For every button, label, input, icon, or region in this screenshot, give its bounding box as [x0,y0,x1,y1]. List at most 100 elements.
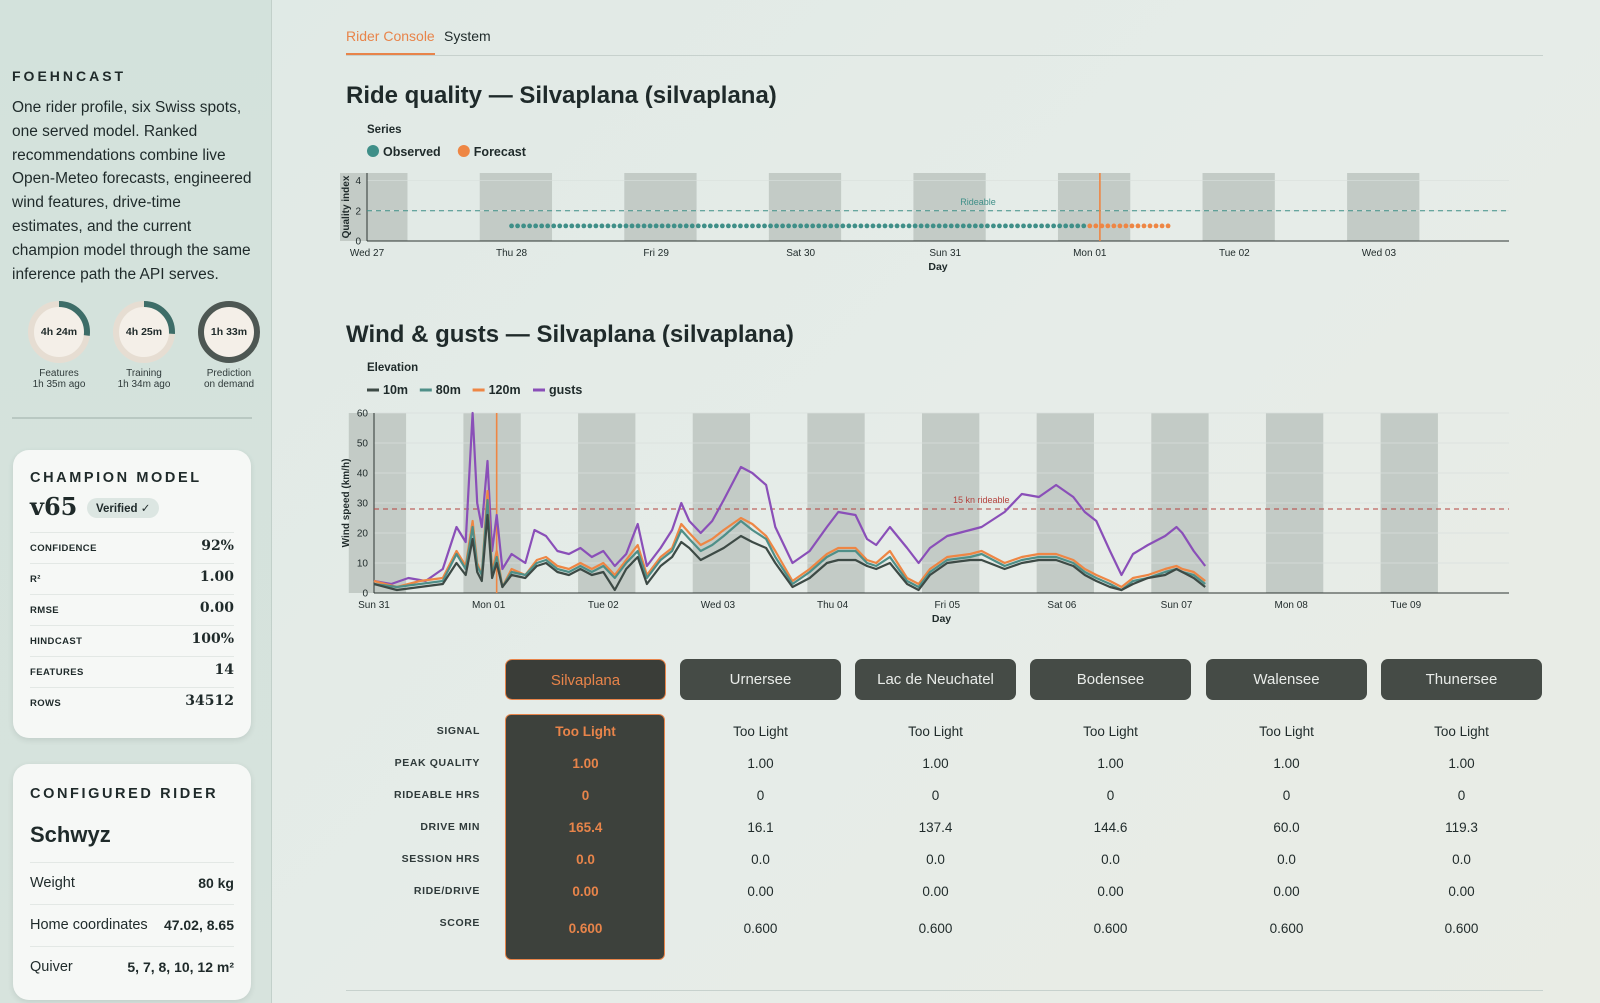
point [1063,223,1069,229]
y-tick-label: 30 [357,499,369,510]
spot-button-urnersee[interactable]: Urnersee [680,659,841,700]
spot-button-walensee[interactable]: Walensee [1206,659,1367,700]
night-band [1202,173,1275,241]
ring-progress [28,301,90,363]
point [707,223,713,229]
wind-chart-title: Wind & gusts — Silvaplana (silvaplana) [346,321,794,348]
tab-system[interactable]: System [444,28,491,44]
chart-body: Elevation 10m 80m 120m gusts 0 10 20 30 40 50 60 Sun… [341,362,1509,625]
metric-value: 1.00 [199,569,234,585]
point [635,223,641,229]
table-cell: 1.00 [747,756,774,771]
x-tick-label: Wed 03 [701,600,736,611]
champion-card-title: CHAMPION MODEL [30,470,202,486]
point [978,223,984,229]
table-cell: 0.00 [1448,884,1475,899]
point [924,223,930,229]
spot-button-thunersee[interactable]: Thunersee [1381,659,1542,700]
table-cell: Too Light [555,724,616,739]
point [1081,223,1087,229]
table-cell: 0.0 [576,852,595,867]
point [786,223,792,229]
y-tick-label: 2 [355,206,361,217]
rider-field-key: Quiver [30,959,73,975]
series-forecast [1087,223,1171,229]
point [744,223,749,229]
point [1153,223,1159,229]
point [719,223,725,229]
table-cell: 0.00 [1273,884,1300,899]
point [936,223,942,229]
point [954,223,960,229]
table-cell: Too Light [1083,724,1138,739]
chart-body: Series Observed Forecast 0 2 4 Wed 27 Thu 28 Fri… [340,124,1509,273]
metric-key: HINDCAST [30,636,83,647]
point [1039,223,1044,229]
training-timer: 4h 25m Training 1h 34m ago [109,300,179,390]
legend-label: gusts [549,383,582,397]
y-axis-label: Quality index [341,175,352,238]
point [906,223,912,229]
point [810,223,816,229]
metric-key: R² [30,574,41,585]
point [509,223,514,229]
y-tick-label: 0 [362,589,368,600]
point [1075,223,1081,229]
point [774,223,779,229]
table-cell: 0.0 [926,852,945,867]
legend-label: Forecast [474,145,527,159]
point [563,223,569,229]
x-axis-label: Day [928,261,947,273]
point [623,223,629,229]
legend-swatch [367,145,379,157]
table-cell: 137.4 [918,820,953,835]
metric-key: FEATURES [30,667,84,678]
threshold-label: Rideable [960,197,996,207]
metric-row: CONFIDENCE 92% [30,532,234,563]
point [912,223,918,229]
point [864,223,870,229]
y-axis-label: Wind speed (km/h) [341,459,352,548]
x-tick-label: Mon 01 [1073,248,1107,259]
point [762,223,767,229]
x-tick-label: Mon 01 [472,600,506,611]
table-cell: 0.600 [743,921,778,936]
point [991,223,996,229]
point [695,223,701,229]
point [569,223,575,229]
metric-row: RMSE 0.00 [30,594,234,625]
legend-label: 120m [489,383,521,397]
threshold-label: 15 kn rideable [953,495,1010,505]
spot-button-silvaplana[interactable]: Silvaplana [505,659,666,700]
prediction-ring: 1h 33m [197,300,261,364]
rider-field-row: Weight 80 kg [30,862,234,904]
table-cell: 1.00 [572,756,599,771]
point [966,223,972,229]
quality-chart: Series Observed Forecast 0 2 4 Wed 27 Thu 28 Fri… [340,124,1509,273]
tab-rider-console[interactable]: Rider Console [346,28,435,55]
point [930,223,936,229]
legend-item: gusts [533,383,582,397]
row-label: SCORE [439,917,480,929]
spot-button-bodensee[interactable]: Bodensee [1030,659,1191,700]
legend-item: 80m [419,383,461,397]
point [605,223,611,229]
point [840,223,846,229]
table-cell: 0 [1106,788,1115,803]
night-band [768,173,842,241]
point [683,223,689,229]
table-cell: 0.0 [751,852,770,867]
metric-row: ROWS 34512 [30,687,234,718]
features-age: 4h 24m [40,326,78,338]
point [1117,223,1123,229]
point [593,223,599,229]
series-line-gusts [373,411,1207,586]
point [527,223,533,229]
row-label: DRIVE MIN [420,821,480,833]
point [732,223,737,229]
table-cell: 1.00 [922,756,949,771]
table-cell: 119.3 [1445,820,1478,835]
table-cell: 0.600 [1444,921,1479,936]
spot-button-lac-de-neuchatel[interactable]: Lac de Neuchatel [855,659,1016,700]
legend-label: 80m [436,383,461,397]
